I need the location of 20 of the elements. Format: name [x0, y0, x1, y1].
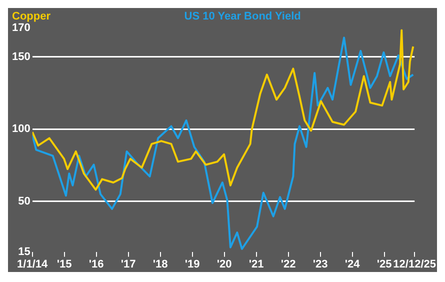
x-tick-label: '23	[312, 258, 328, 270]
x-tick-label: '20	[216, 258, 232, 270]
y-tick-label: 150	[12, 50, 30, 63]
x-tick-label: '22	[280, 258, 296, 270]
y-tick-label: 50	[18, 195, 30, 208]
x-tick-label: '19	[184, 258, 200, 270]
x-tick-label: '21	[248, 258, 264, 270]
text: US 10 Year Bond Yield	[184, 10, 301, 23]
x-tick-label: '18	[152, 258, 168, 270]
x-tick-label: '25	[376, 258, 392, 270]
x-tick-label: '16	[88, 258, 104, 270]
x-tick-label: 12/12/25	[393, 258, 436, 270]
text: Copper	[12, 10, 52, 23]
y-tick-label: 100	[12, 123, 30, 136]
x-tick-label: '24	[344, 258, 361, 270]
x-tick-label: 1/1/14	[17, 258, 49, 270]
y-tick-label: 15	[18, 246, 30, 258]
y-tick-label: 170	[12, 22, 30, 34]
x-tick-label: '17	[120, 258, 136, 270]
x-tick-label: '15	[56, 258, 72, 270]
